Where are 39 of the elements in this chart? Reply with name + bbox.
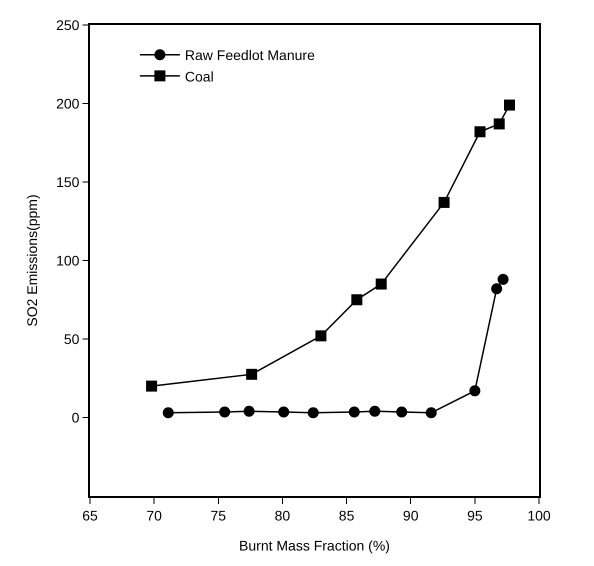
x-tick-label: 70 bbox=[146, 508, 162, 524]
point bbox=[315, 330, 326, 342]
y-tick-label: 0 bbox=[72, 409, 80, 426]
y-tick-label: 100 bbox=[56, 252, 80, 268]
x-tick-label: 65 bbox=[82, 508, 98, 524]
x-axis-title: Burnt Mass Fraction (%) bbox=[239, 537, 390, 554]
point bbox=[219, 406, 230, 418]
x-tick-label: 100 bbox=[527, 508, 551, 524]
point bbox=[308, 407, 319, 418]
legend-label: Raw Feedlot Manure bbox=[184, 47, 316, 64]
point bbox=[278, 406, 290, 418]
point bbox=[426, 407, 437, 418]
point bbox=[504, 100, 515, 111]
point bbox=[246, 368, 258, 380]
y-tick-label: 200 bbox=[56, 95, 80, 112]
y-tick-label: 150 bbox=[56, 174, 80, 190]
y-axis-title: SO2 Emissions(ppm) bbox=[24, 194, 40, 327]
x-tick-label: 85 bbox=[338, 508, 355, 524]
x-tick-label: 80 bbox=[274, 508, 290, 524]
point bbox=[438, 196, 450, 208]
point bbox=[376, 278, 387, 290]
y-tick-label: 50 bbox=[64, 330, 80, 347]
point bbox=[396, 406, 408, 418]
legend-label: Coal bbox=[184, 68, 214, 84]
point bbox=[469, 385, 480, 396]
point bbox=[162, 407, 174, 418]
x-tick-label: 75 bbox=[210, 508, 226, 524]
point bbox=[369, 406, 380, 417]
x-tick-label: 95 bbox=[467, 508, 483, 524]
point bbox=[351, 294, 362, 306]
point bbox=[146, 380, 158, 392]
x-tick-label: 90 bbox=[402, 508, 419, 524]
y-tick-label: 250 bbox=[56, 16, 80, 33]
point bbox=[491, 283, 502, 294]
point bbox=[498, 274, 509, 285]
point bbox=[244, 406, 255, 417]
point bbox=[494, 118, 505, 130]
point bbox=[474, 126, 486, 138]
point bbox=[348, 406, 360, 418]
